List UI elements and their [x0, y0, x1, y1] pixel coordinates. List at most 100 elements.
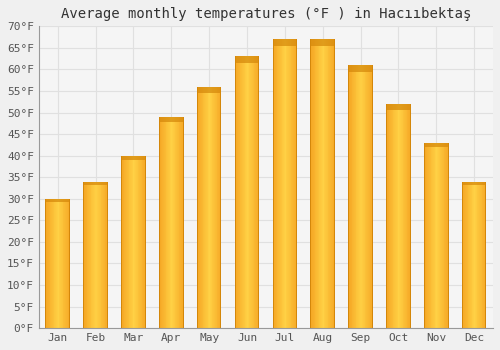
Bar [124, 156, 126, 328]
Bar [484, 182, 485, 328]
Bar [86, 182, 88, 328]
Bar [234, 56, 236, 328]
Bar [469, 182, 470, 328]
Bar [472, 182, 474, 328]
Bar [437, 143, 438, 328]
Bar [405, 104, 406, 328]
Bar [332, 39, 334, 328]
Bar [321, 39, 322, 328]
Bar [144, 156, 145, 328]
Bar [142, 156, 144, 328]
Bar [84, 182, 85, 328]
Bar [316, 39, 317, 328]
Bar [127, 156, 128, 328]
Bar [462, 182, 463, 328]
Bar [369, 65, 370, 328]
Bar [218, 87, 219, 328]
Bar [428, 143, 429, 328]
Bar [284, 39, 285, 328]
Bar [433, 143, 434, 328]
Bar [141, 156, 142, 328]
Bar [53, 199, 54, 328]
Bar [354, 65, 355, 328]
Bar [247, 56, 248, 328]
Bar [444, 143, 446, 328]
Bar [68, 199, 70, 328]
Bar [272, 39, 274, 328]
Bar [474, 182, 475, 328]
Bar [145, 156, 146, 328]
Bar [386, 104, 410, 110]
Bar [181, 117, 182, 328]
Bar [363, 65, 364, 328]
Bar [330, 39, 331, 328]
Bar [350, 65, 352, 328]
Title: Average monthly temperatures (°F ) in Hacııbektaş: Average monthly temperatures (°F ) in Ha… [60, 7, 471, 21]
Bar [182, 117, 184, 328]
Bar [56, 199, 57, 328]
Bar [135, 156, 136, 328]
Bar [276, 39, 278, 328]
Bar [447, 143, 448, 328]
Bar [238, 56, 239, 328]
Bar [446, 143, 447, 328]
Bar [475, 182, 476, 328]
Bar [96, 182, 98, 328]
Bar [57, 199, 58, 328]
Bar [85, 182, 86, 328]
Bar [197, 87, 198, 328]
Bar [200, 87, 201, 328]
Bar [388, 104, 390, 328]
Bar [364, 65, 366, 328]
Bar [443, 143, 444, 328]
Bar [390, 104, 391, 328]
Bar [410, 104, 411, 328]
Bar [424, 143, 425, 328]
Bar [244, 56, 246, 328]
Bar [204, 87, 205, 328]
Bar [312, 39, 313, 328]
Bar [215, 87, 216, 328]
Bar [209, 87, 210, 328]
Bar [257, 56, 258, 328]
Bar [60, 199, 61, 328]
Bar [239, 56, 240, 328]
Bar [429, 143, 430, 328]
Bar [348, 65, 373, 72]
Bar [310, 39, 335, 47]
Bar [84, 182, 108, 185]
Bar [130, 156, 131, 328]
Bar [254, 56, 255, 328]
Bar [136, 156, 137, 328]
Bar [400, 104, 401, 328]
Bar [274, 39, 275, 328]
Bar [387, 104, 388, 328]
Bar [355, 65, 356, 328]
Bar [288, 39, 289, 328]
Bar [314, 39, 316, 328]
Bar [167, 117, 168, 328]
Bar [392, 104, 394, 328]
Bar [272, 39, 297, 47]
Bar [372, 65, 373, 328]
Bar [178, 117, 180, 328]
Bar [243, 56, 244, 328]
Bar [121, 156, 122, 328]
Bar [164, 117, 166, 328]
Bar [95, 182, 96, 328]
Bar [106, 182, 107, 328]
Bar [483, 182, 484, 328]
Bar [183, 117, 184, 328]
Bar [432, 143, 433, 328]
Bar [46, 199, 47, 328]
Bar [372, 65, 373, 328]
Bar [402, 104, 404, 328]
Bar [326, 39, 327, 328]
Bar [325, 39, 326, 328]
Bar [237, 56, 238, 328]
Bar [470, 182, 471, 328]
Bar [212, 87, 214, 328]
Bar [145, 156, 146, 328]
Bar [205, 87, 206, 328]
Bar [280, 39, 281, 328]
